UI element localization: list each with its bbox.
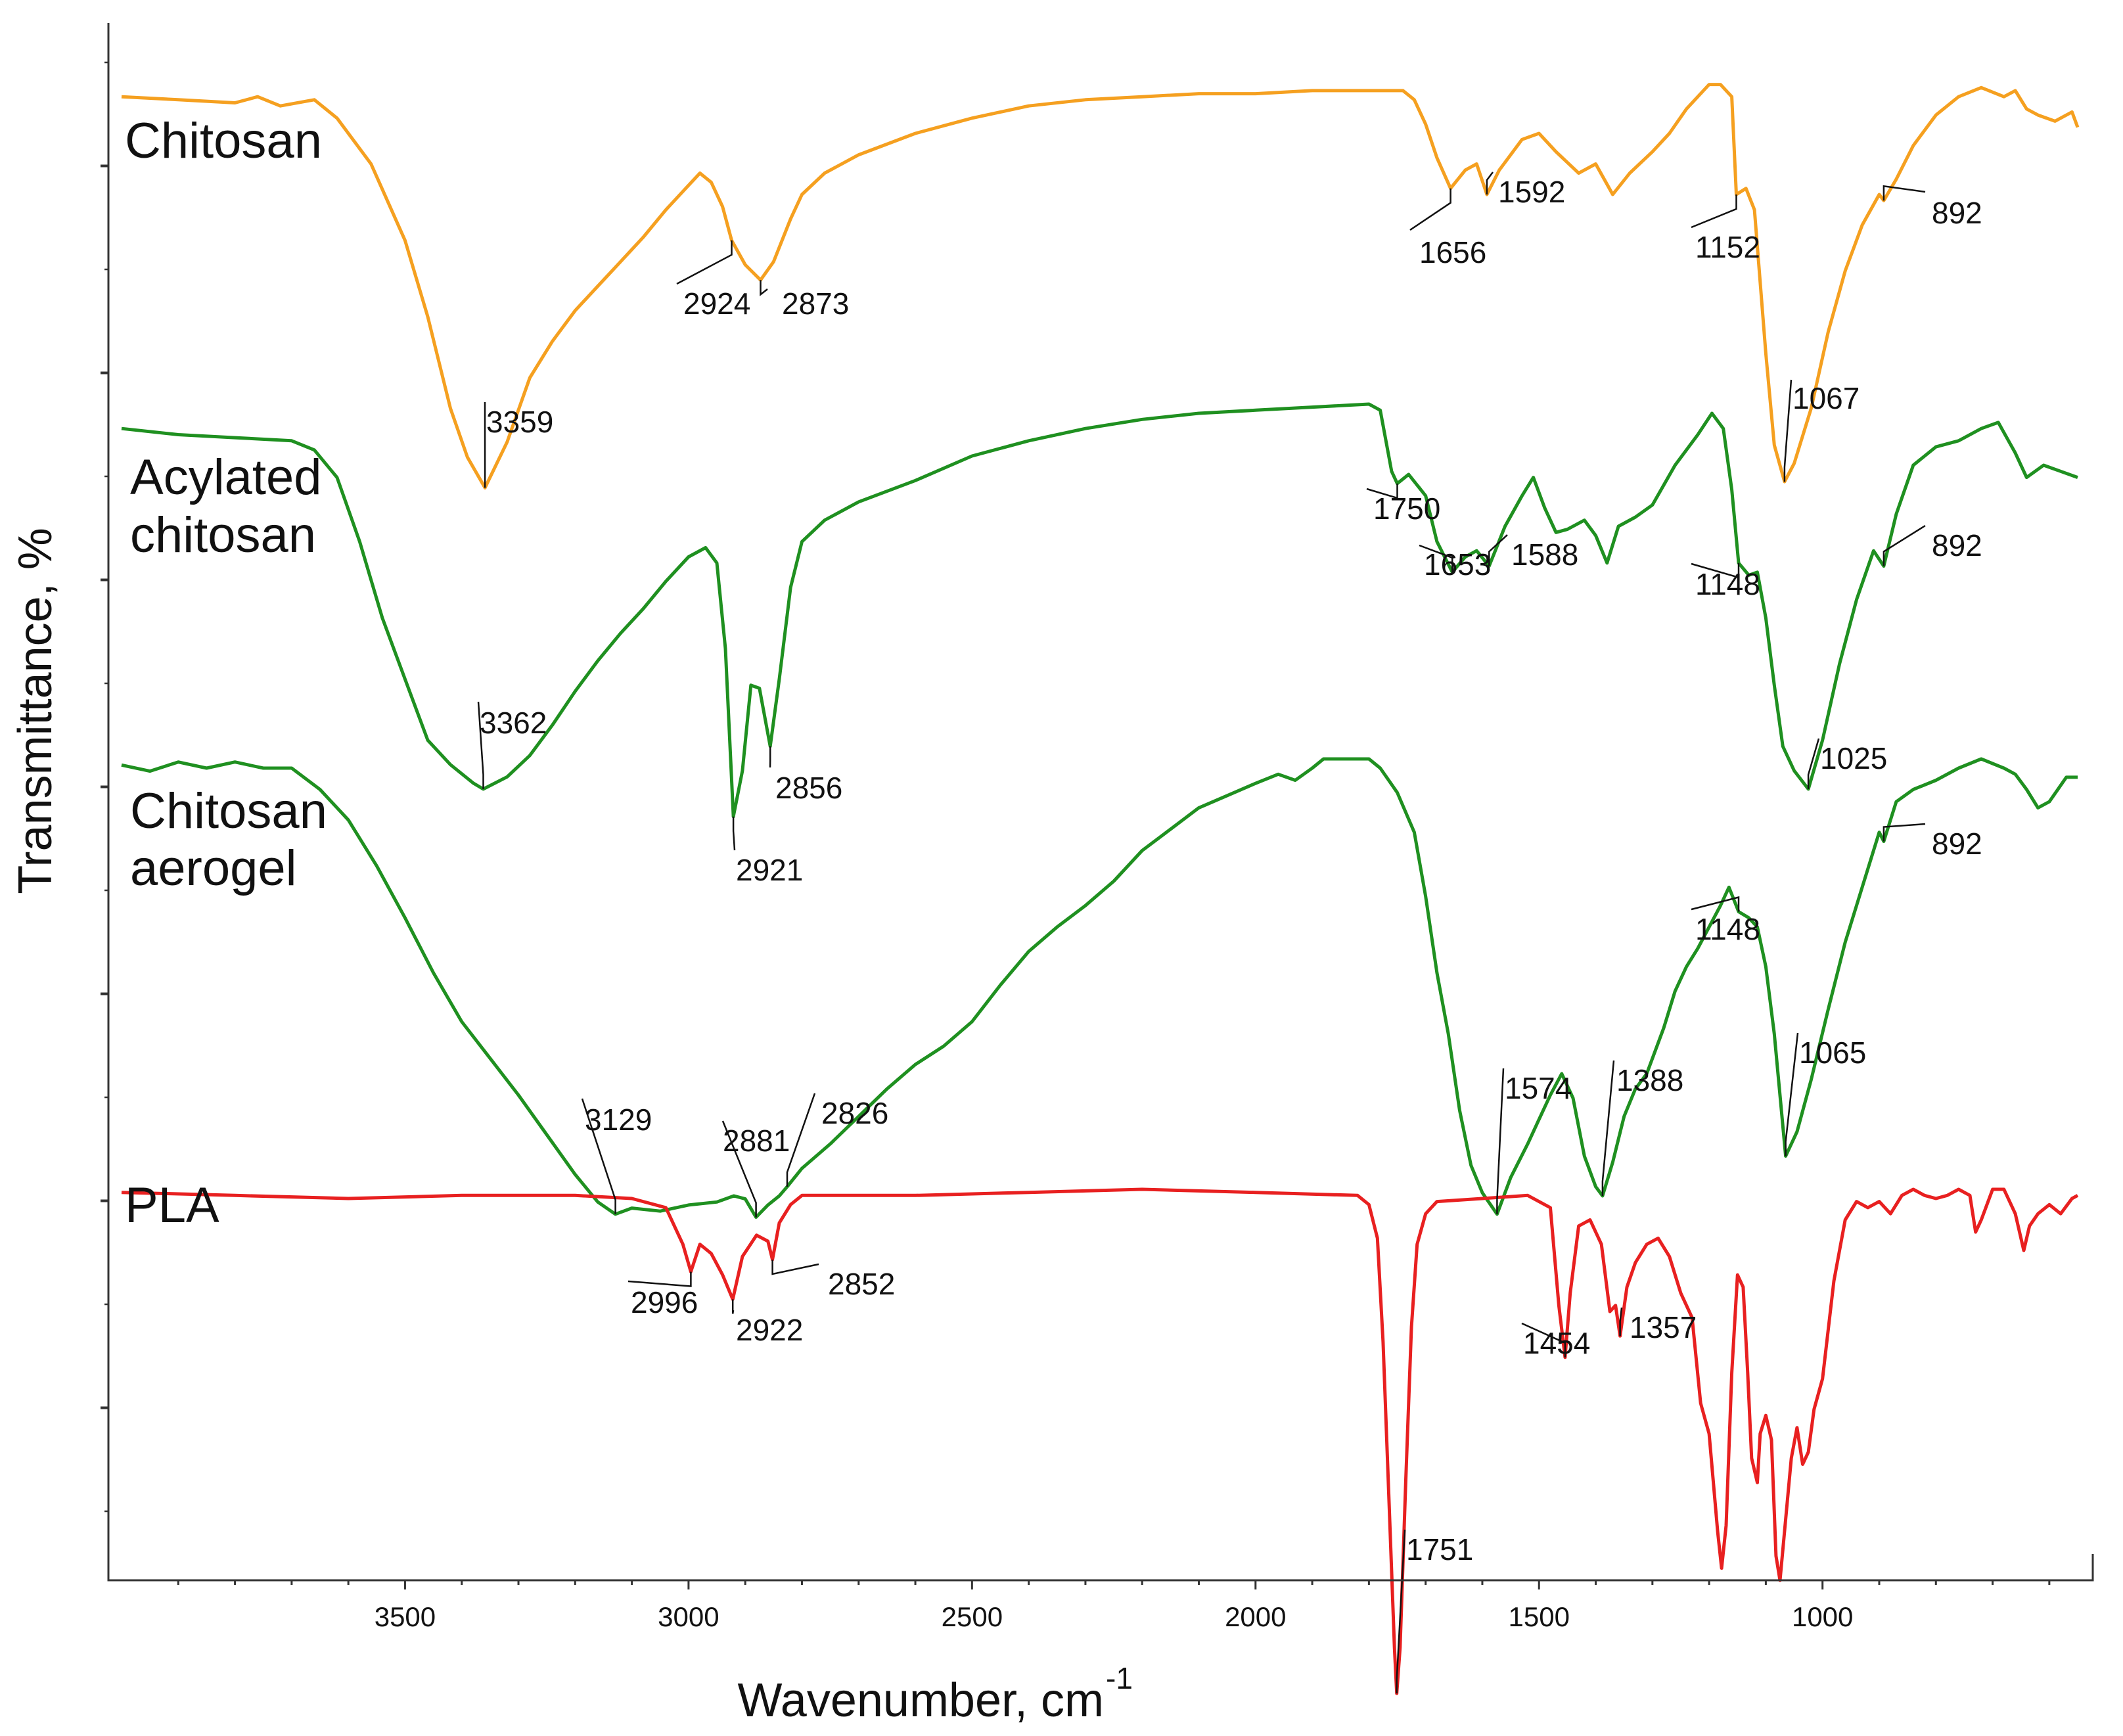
peak-leader-1152-s1 <box>1691 194 1737 229</box>
peak-leader-3362-s2 <box>477 701 484 789</box>
y-axis-title: Transmittance, % <box>9 528 62 894</box>
x-axis-title: Wavenumber, cm <box>737 1674 1104 1727</box>
peak-label-3362-s2: 3362 <box>480 706 547 740</box>
peak-label-1574-s3: 1574 <box>1505 1071 1572 1105</box>
peak-label-2996-s4: 2996 <box>631 1285 698 1319</box>
peak-leader-1588-s2 <box>1488 534 1508 566</box>
peak-leader-2921-s2 <box>732 816 736 851</box>
spectra-group <box>121 83 2080 1695</box>
peak-label-2856-s2: 2856 <box>775 771 842 805</box>
peak-leader-1656-s1 <box>1409 188 1451 231</box>
peak-label-1148-s3: 1148 <box>1695 912 1760 946</box>
peak-label-2881-s3: 2881 <box>723 1124 790 1158</box>
peak-label-2852-s4: 2852 <box>828 1267 895 1301</box>
spectrum-line-2 <box>121 402 2078 819</box>
peak-label-3129-s3: 3129 <box>585 1103 652 1137</box>
peak-label-3359-s1: 3359 <box>486 405 553 439</box>
peak-label-1656-s1: 1656 <box>1419 235 1486 269</box>
peak-leader-1148-s3 <box>1691 896 1740 912</box>
peak-label-2826-s3: 2826 <box>821 1096 888 1130</box>
x-tick-label-1000: 1000 <box>1792 1601 1853 1632</box>
peak-label-892-s2: 892 <box>1932 528 1982 562</box>
peak-leader-2826-s3 <box>786 1093 816 1187</box>
peak-leader-892-s2 <box>1883 524 1926 566</box>
axes-group: 3500 3000 2500 2000 1500 1000 <box>101 23 2094 1632</box>
peak-leader-1025-s2 <box>1807 738 1820 789</box>
series-names-group: ChitosanAcylatedchitosanChitosanaerogelP… <box>125 113 327 1233</box>
peak-leader-1148-s2 <box>1691 562 1740 579</box>
peak-label-1065-s3: 1065 <box>1799 1036 1866 1070</box>
peak-label-892-s3: 892 <box>1932 827 1982 861</box>
peak-label-1454-s4: 1454 <box>1523 1326 1590 1360</box>
peak-leader-1067-s1 <box>1783 379 1792 482</box>
peak-label-2924-s1: 2924 <box>683 286 750 321</box>
peak-leader-2996-s4 <box>628 1271 692 1287</box>
peak-leader-1574-s3 <box>1496 1068 1505 1214</box>
peak-label-1653-s2: 1653 <box>1424 547 1491 582</box>
peak-leader-2873-s1 <box>760 280 768 296</box>
series-label-3-line-2: aerogel <box>130 840 297 896</box>
peak-leader-1388-s3 <box>1601 1060 1615 1196</box>
series-label-4-line-1: PLA <box>125 1177 219 1233</box>
peak-label-1148-s2: 1148 <box>1695 567 1760 601</box>
peak-leader-2881-s3 <box>721 1120 757 1218</box>
peak-leader-892-s3 <box>1883 823 1926 842</box>
axis-frame <box>107 23 2094 1582</box>
peak-label-2921-s2: 2921 <box>736 853 803 887</box>
peak-label-2873-s1: 2873 <box>782 286 849 321</box>
spectrum-line-1 <box>121 83 2080 490</box>
peak-leader-1065-s3 <box>1785 1032 1799 1156</box>
spectrum-line-3 <box>121 757 2078 1219</box>
x-tick-label-2500: 2500 <box>942 1601 1003 1632</box>
peak-leader-1357-s4 <box>1619 1307 1623 1336</box>
peak-leader-1653-s2 <box>1419 544 1453 572</box>
peak-label-1751-s4: 1751 <box>1406 1532 1473 1566</box>
peak-leader-3129-s3 <box>581 1098 616 1214</box>
spectrum-line-4 <box>121 1187 2079 1695</box>
series-label-2-line-1: Acylated <box>130 449 322 505</box>
peak-leader-892-s1 <box>1883 185 1926 201</box>
x-tick-label-1500: 1500 <box>1509 1601 1570 1632</box>
peak-annotations-group: 3359 2924 2873 1656 1592 1152 1067 892 3362 2921 2… <box>477 171 1982 1694</box>
peak-leader-2852-s4 <box>771 1260 819 1275</box>
peak-label-1592-s1: 1592 <box>1498 175 1565 209</box>
peak-leader-1592-s1 <box>1486 171 1494 194</box>
series-label-2-line-2: chitosan <box>130 507 316 563</box>
peak-label-892-s1: 892 <box>1932 196 1982 230</box>
peak-leader-1454-s4 <box>1521 1322 1566 1358</box>
series-label-1-line-1: Chitosan <box>125 113 322 169</box>
peak-label-2922-s4: 2922 <box>736 1313 803 1347</box>
x-tick-label-2000: 2000 <box>1225 1601 1286 1632</box>
peak-leader-1750-s2 <box>1366 483 1398 499</box>
peak-label-1025-s2: 1025 <box>1820 741 1887 775</box>
x-tick-label-3000: 3000 <box>658 1601 719 1632</box>
peak-label-1067-s1: 1067 <box>1792 381 1860 415</box>
peak-label-1388-s3: 1388 <box>1616 1063 1683 1097</box>
peak-label-1152-s1: 1152 <box>1695 230 1760 264</box>
series-label-3-line-1: Chitosan <box>130 783 327 839</box>
peak-leader-2924-s1 <box>676 240 733 285</box>
peak-label-1588-s2: 1588 <box>1511 537 1578 572</box>
peak-label-1750-s2: 1750 <box>1373 491 1440 526</box>
peak-label-1357-s4: 1357 <box>1630 1310 1697 1344</box>
x-tick-label-3500: 3500 <box>375 1601 436 1632</box>
x-axis-title-superscript: -1 <box>1106 1661 1133 1695</box>
